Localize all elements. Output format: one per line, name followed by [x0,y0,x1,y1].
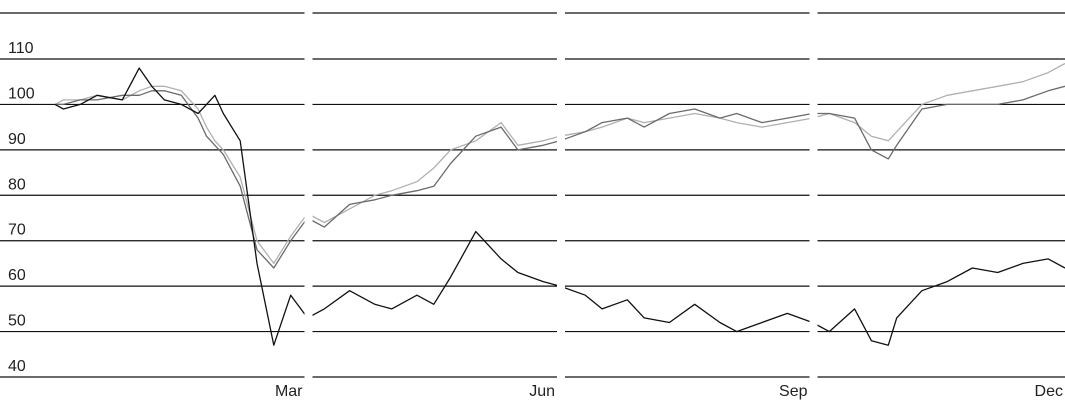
x-tick-label: Mar [275,383,303,400]
y-tick-label: 90 [8,131,26,148]
series-line [54,62,1065,265]
panel-gap [557,0,565,401]
y-tick-label: 50 [8,313,26,330]
y-tick-label: 100 [8,85,35,102]
y-tick-label: 80 [8,176,26,193]
y-tick-label: 110 [8,40,34,57]
panel-gap [809,0,818,401]
x-tick-label: Dec [1035,383,1063,400]
label-layer: 40 50 60 70 80 90 100 110 Mar Jun Sep Dec [8,40,1063,400]
panel-gap [47,0,55,12]
y-tick-label: 40 [8,358,26,375]
panel-gaps [47,0,818,401]
series-layer [54,62,1065,346]
y-tick-label: 70 [8,222,26,239]
panel-gap [304,0,313,401]
x-tick-label: Sep [779,383,808,400]
grid-layer [0,12,1065,378]
y-tick-label: 60 [8,267,26,284]
x-tick-label: Jun [529,383,555,400]
series-line [54,67,1065,346]
